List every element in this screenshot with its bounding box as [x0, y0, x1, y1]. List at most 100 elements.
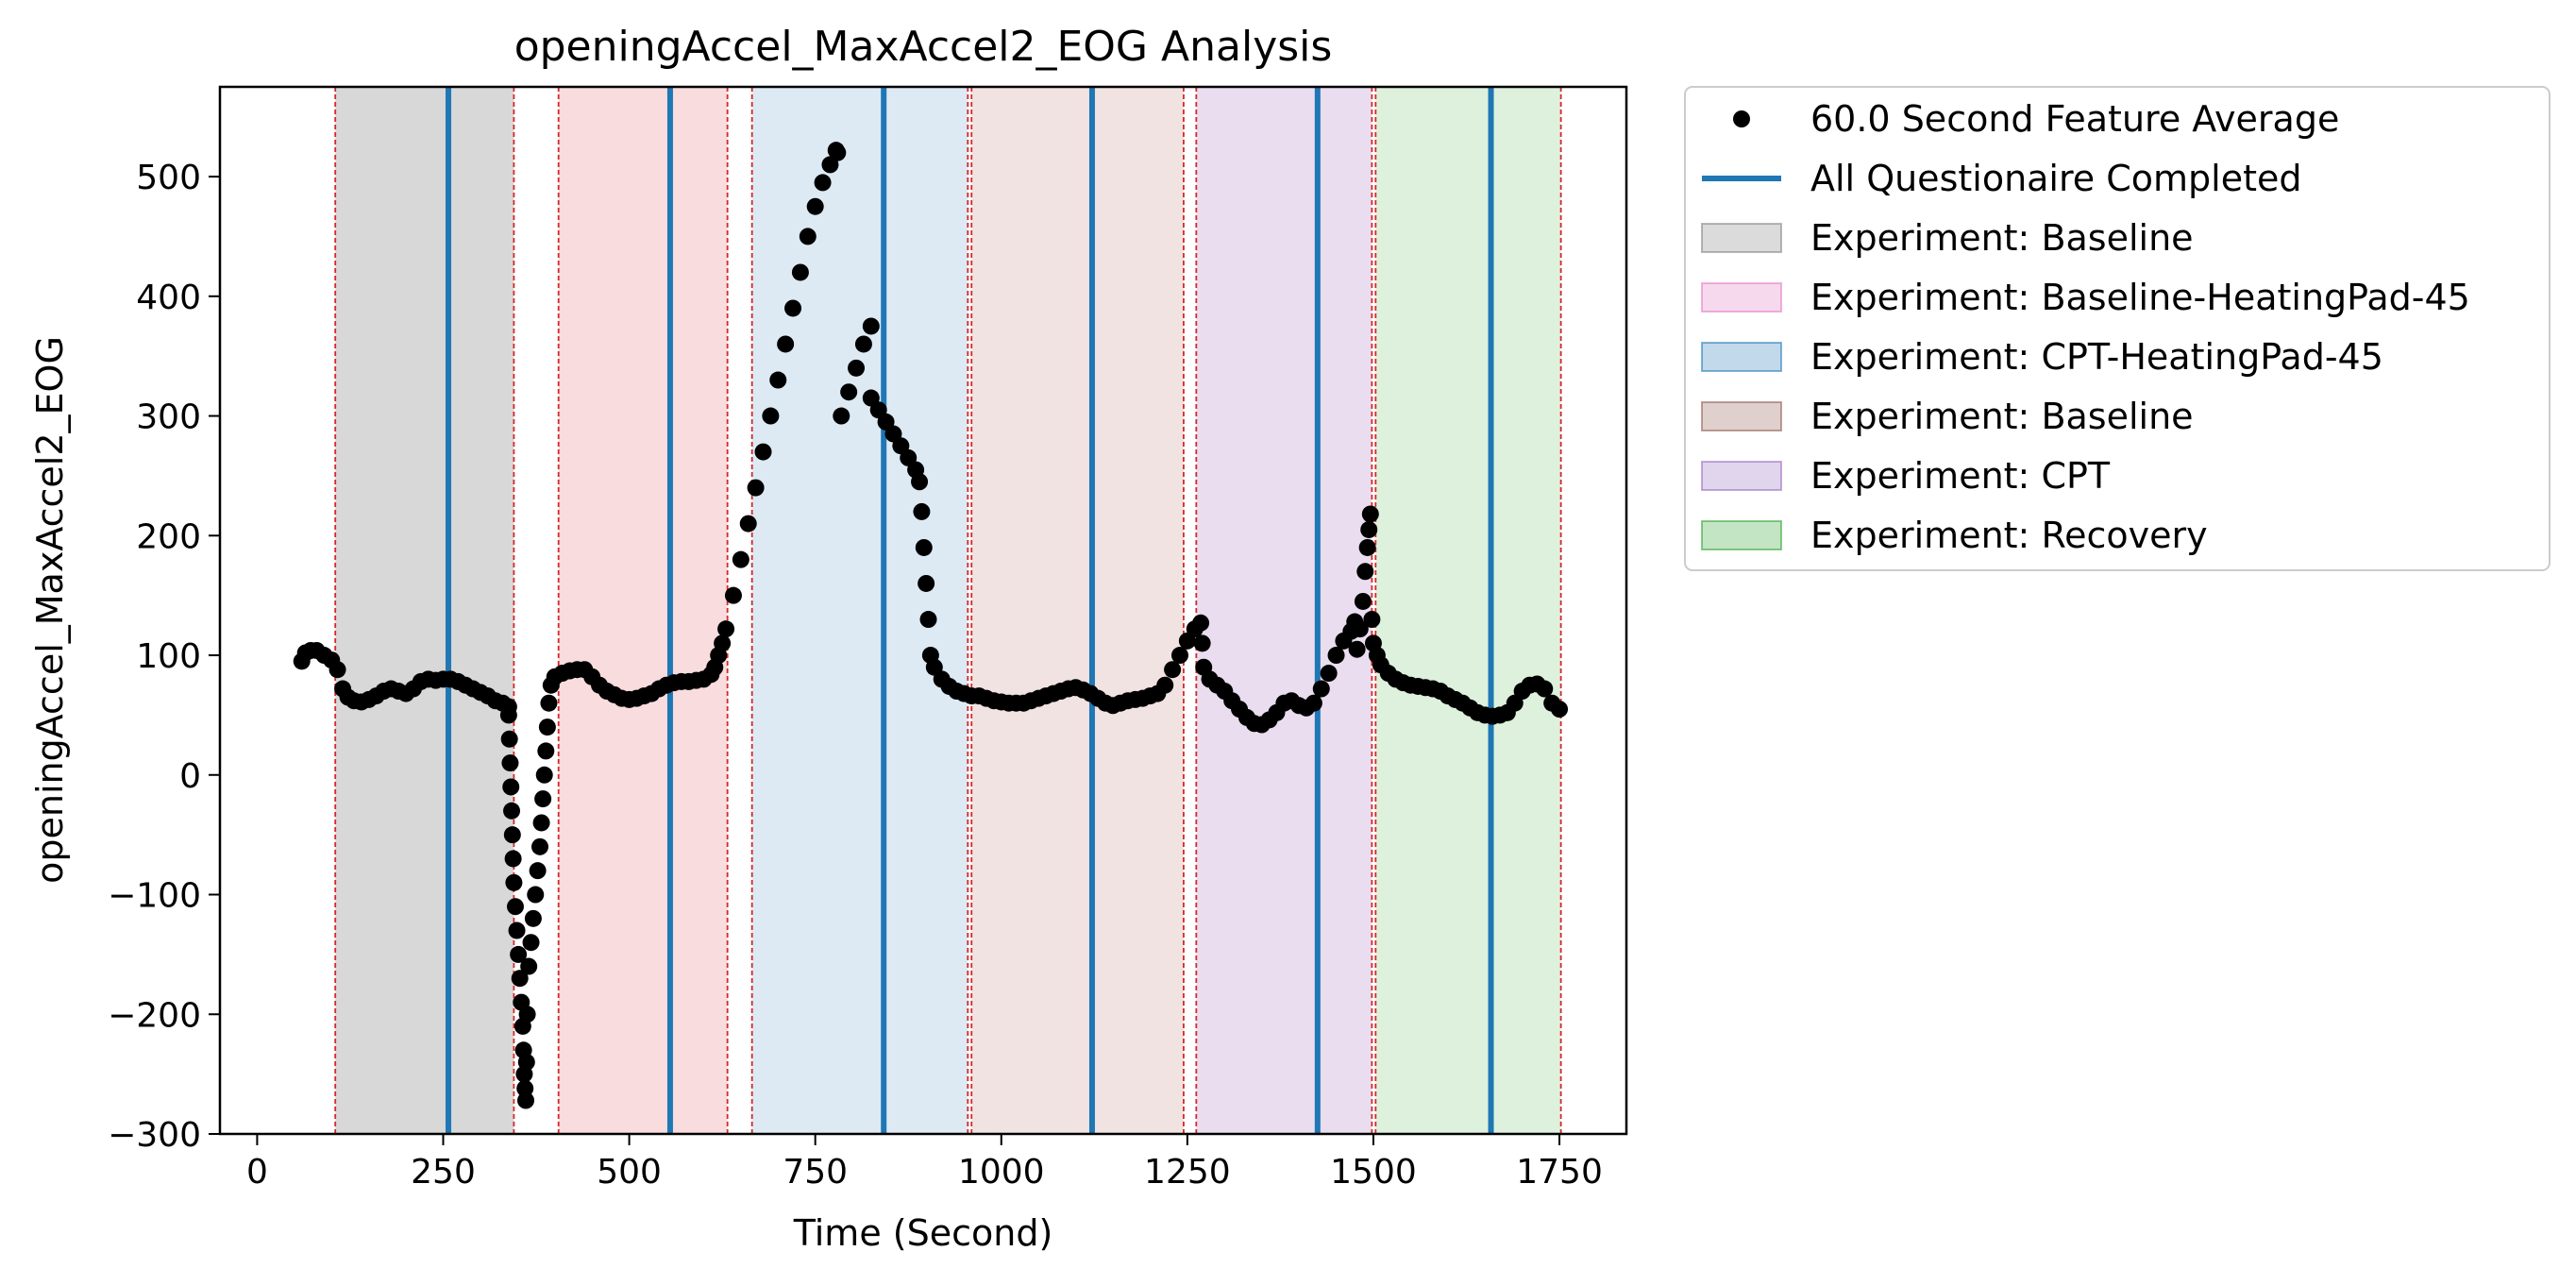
data-point-88 — [714, 634, 732, 652]
data-points — [293, 142, 1569, 1109]
data-point-178 — [1312, 680, 1330, 698]
data-point-90 — [724, 586, 742, 604]
data-point-96 — [769, 371, 787, 389]
y-tick-label-5: 200 — [136, 517, 201, 556]
y-tick-label-3: 0 — [179, 757, 201, 796]
chart-title: openingAccel_MaxAccel2_EOG Analysis — [514, 23, 1333, 71]
data-point-118 — [911, 473, 929, 491]
data-point-98 — [784, 299, 802, 317]
x-tick-label-0: 0 — [246, 1153, 268, 1192]
data-point-6 — [328, 661, 346, 679]
data-point-55 — [529, 862, 547, 880]
x-axis-title: Time (Second) — [793, 1212, 1053, 1254]
data-point-110 — [862, 317, 880, 335]
y-tick-label-2: −100 — [108, 877, 201, 916]
data-point-52 — [522, 934, 540, 952]
legend-marker-0 — [1733, 110, 1750, 127]
data-point-157 — [1170, 647, 1188, 665]
data-point-179 — [1320, 665, 1338, 683]
x-tick-label-2: 500 — [597, 1153, 662, 1192]
data-point-59 — [535, 766, 553, 784]
y-tick-label-7: 400 — [136, 279, 201, 317]
data-point-39 — [506, 898, 524, 916]
data-point-99 — [791, 263, 809, 281]
data-point-95 — [762, 407, 780, 425]
data-point-180 — [1327, 647, 1345, 665]
legend-label-6: Experiment: CPT — [1810, 455, 2111, 497]
legend-frame — [1684, 86, 2551, 571]
y-axis: −300 −200 −100 0 100 200 300 400 500 — [108, 159, 220, 1155]
data-point-58 — [534, 790, 552, 808]
data-point-60 — [537, 742, 555, 760]
data-point-185 — [1351, 620, 1369, 638]
data-point-32 — [500, 730, 518, 748]
experiment-spans — [335, 87, 1561, 1134]
plot-area — [220, 87, 1626, 1134]
x-tick-label-3: 750 — [783, 1153, 848, 1192]
data-point-97 — [777, 335, 795, 353]
data-point-33 — [501, 754, 519, 772]
data-point-107 — [840, 383, 858, 401]
x-tick-label-7: 1750 — [1516, 1153, 1603, 1192]
experiment-span-1 — [558, 87, 728, 1134]
data-point-48 — [517, 1091, 535, 1109]
data-point-38 — [505, 873, 523, 891]
data-point-102 — [814, 174, 832, 192]
data-point-91 — [732, 550, 749, 568]
data-point-40 — [508, 921, 526, 939]
data-point-51 — [520, 957, 538, 975]
y-tick-label-4: 100 — [136, 637, 201, 676]
data-point-100 — [799, 228, 817, 245]
data-point-156 — [1164, 661, 1182, 679]
experiment-span-0 — [335, 87, 514, 1134]
legend-label-1: All Questionaire Completed — [1810, 158, 2302, 199]
data-point-189 — [1360, 520, 1378, 538]
x-tick-label-6: 1500 — [1330, 1153, 1417, 1192]
data-point-37 — [504, 850, 522, 868]
data-point-62 — [540, 694, 558, 712]
data-point-42 — [511, 970, 529, 988]
data-point-57 — [532, 814, 550, 832]
data-point-41 — [510, 945, 528, 963]
data-point-184 — [1348, 640, 1366, 658]
plot-frame — [218, 85, 1628, 1136]
data-point-92 — [739, 515, 757, 533]
experiment-span-5 — [1375, 87, 1561, 1134]
legend-patch-6 — [1701, 461, 1782, 491]
data-point-155 — [1156, 676, 1174, 694]
data-point-93 — [747, 479, 765, 497]
data-point-161 — [1193, 634, 1211, 652]
experiment-span-2 — [751, 87, 968, 1134]
experiment-span-3 — [971, 87, 1184, 1134]
legend-patch-2 — [1701, 223, 1782, 253]
data-point-109 — [854, 335, 872, 353]
x-tick-label-1: 250 — [411, 1153, 476, 1192]
questionnaire-lines — [446, 87, 1494, 1134]
y-tick-label-6: 300 — [136, 398, 201, 437]
y-tick-label-1: −200 — [108, 996, 201, 1035]
data-point-61 — [538, 719, 556, 736]
data-point-31 — [499, 706, 517, 724]
data-point-216 — [1536, 680, 1554, 698]
data-point-56 — [530, 837, 548, 855]
legend-patch-5 — [1701, 401, 1782, 431]
experiment-boundary-lines — [334, 87, 1562, 1134]
data-point-190 — [1361, 505, 1379, 523]
legend-label-2: Experiment: Baseline — [1810, 217, 2194, 259]
x-tick-label-4: 1000 — [958, 1153, 1045, 1192]
legend-label-3: Experiment: Baseline-HeatingPad-45 — [1810, 277, 2470, 318]
y-tick-label-8: 500 — [136, 159, 201, 197]
data-point-94 — [754, 443, 772, 461]
data-point-218 — [1551, 701, 1569, 719]
data-point-160 — [1192, 614, 1210, 632]
data-point-187 — [1356, 563, 1374, 581]
y-axis-title: openingAccel_MaxAccel2_EOG — [29, 336, 71, 884]
data-point-121 — [918, 574, 935, 592]
data-point-36 — [503, 826, 521, 844]
data-point-108 — [848, 359, 866, 377]
data-point-54 — [527, 886, 545, 904]
legend-patch-7 — [1701, 520, 1782, 550]
experiment-span-4 — [1196, 87, 1372, 1134]
data-point-186 — [1354, 592, 1372, 610]
